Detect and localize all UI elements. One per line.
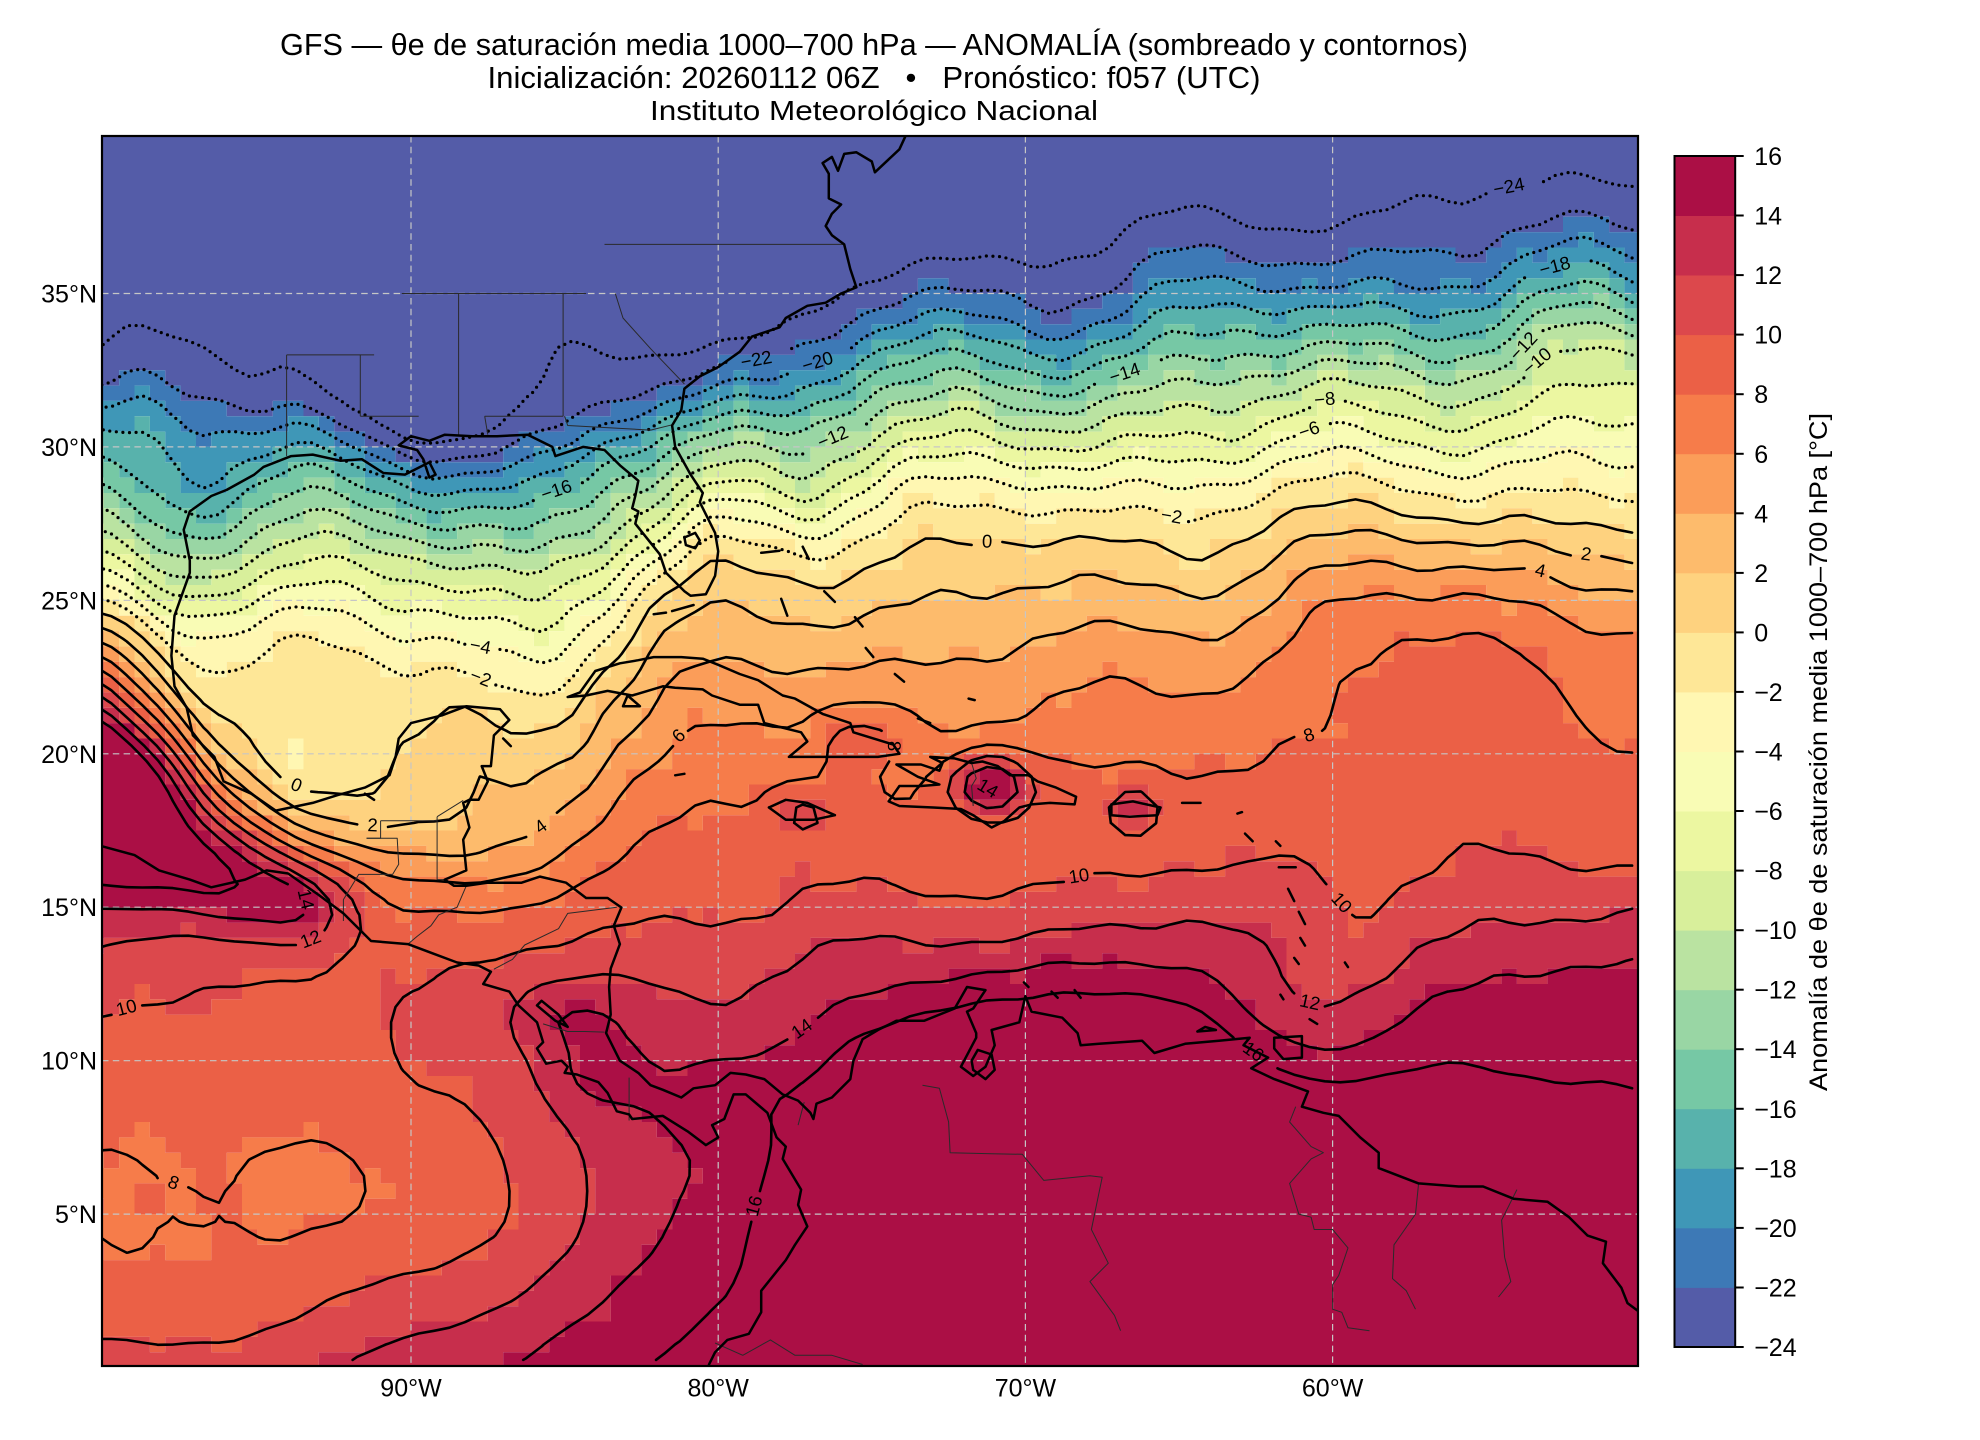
svg-text:6: 6 — [1754, 441, 1768, 469]
svg-text:−2: −2 — [1754, 679, 1783, 707]
svg-text:15°N: 15°N — [41, 894, 97, 922]
svg-text:−4: −4 — [1754, 739, 1783, 767]
svg-text:−12: −12 — [1754, 977, 1796, 1005]
svg-text:2: 2 — [1580, 543, 1593, 565]
svg-text:14: 14 — [294, 887, 319, 912]
svg-text:12: 12 — [1298, 989, 1322, 1014]
svg-text:70°W: 70°W — [995, 1375, 1057, 1403]
svg-text:10: 10 — [1067, 864, 1091, 888]
svg-text:35°N: 35°N — [41, 281, 97, 309]
svg-text:25°N: 25°N — [41, 587, 97, 615]
svg-text:4: 4 — [1754, 500, 1768, 528]
svg-text:10°N: 10°N — [41, 1048, 97, 1076]
svg-text:0: 0 — [982, 530, 993, 551]
svg-text:−8: −8 — [1313, 387, 1336, 410]
svg-text:90°W: 90°W — [380, 1375, 442, 1403]
svg-text:−22: −22 — [1754, 1275, 1796, 1303]
svg-text:14: 14 — [1754, 203, 1782, 231]
svg-text:−4: −4 — [468, 634, 493, 659]
svg-text:80°W: 80°W — [687, 1375, 749, 1403]
svg-text:0: 0 — [1754, 619, 1768, 647]
svg-text:−6: −6 — [1754, 798, 1783, 826]
svg-text:−10: −10 — [1754, 917, 1796, 945]
svg-text:8: 8 — [884, 741, 905, 752]
svg-text:−16: −16 — [1754, 1096, 1796, 1124]
svg-text:−2: −2 — [1159, 503, 1183, 527]
svg-text:2: 2 — [1754, 560, 1768, 588]
svg-text:30°N: 30°N — [41, 434, 97, 462]
svg-text:−20: −20 — [1754, 1215, 1796, 1243]
svg-text:Anomalía de θe de saturación m: Anomalía de θe de saturación media 1000–… — [1805, 413, 1833, 1091]
svg-text:2: 2 — [367, 814, 378, 835]
svg-text:12: 12 — [1754, 262, 1782, 290]
svg-text:−18: −18 — [1754, 1155, 1796, 1183]
svg-text:−8: −8 — [1754, 858, 1783, 886]
svg-text:Instituto Meteorológico Nacion: Instituto Meteorológico Nacional — [650, 95, 1098, 126]
svg-text:5°N: 5°N — [55, 1201, 97, 1229]
svg-text:−14: −14 — [1754, 1036, 1797, 1064]
svg-text:10: 10 — [1754, 322, 1782, 350]
svg-text:GFS — θe de saturación media 1: GFS — θe de saturación media 1000–700 hP… — [280, 27, 1468, 62]
svg-text:20°N: 20°N — [41, 741, 97, 769]
svg-text:Inicialización: 20260112 06Z: Inicialización: 20260112 06Z • Pronóstic… — [488, 60, 1261, 95]
svg-text:4: 4 — [1533, 559, 1548, 582]
svg-text:−24: −24 — [1754, 1334, 1797, 1362]
svg-text:16: 16 — [1754, 143, 1782, 171]
svg-text:60°W: 60°W — [1302, 1375, 1364, 1403]
svg-text:8: 8 — [1754, 381, 1768, 409]
